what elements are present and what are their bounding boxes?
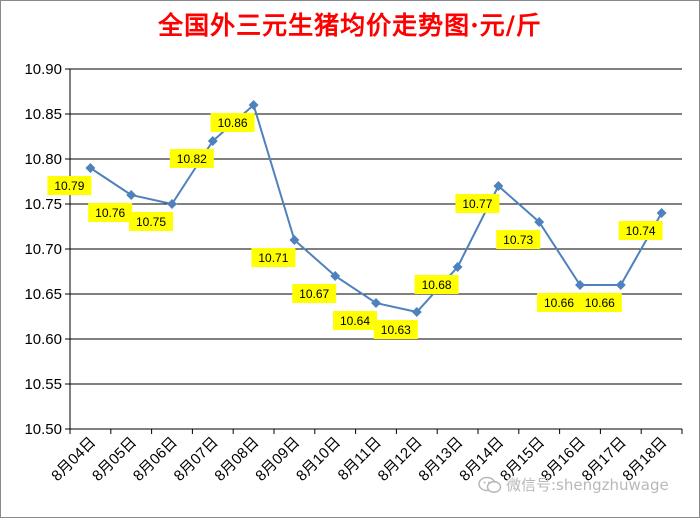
- data-point: [656, 208, 667, 218]
- data-label-text: 10.76: [95, 206, 125, 220]
- data-label-text: 10.79: [54, 179, 84, 193]
- grid-lines: [70, 68, 682, 430]
- data-label-bg: [577, 293, 622, 312]
- data-point: [167, 199, 177, 209]
- data-label: 10.74: [618, 221, 663, 240]
- x-tick-label: 8月10日: [293, 434, 344, 485]
- y-tick-label: 10.75: [24, 196, 62, 213]
- data-label-text: 10.82: [177, 152, 207, 166]
- x-tick-label: 8月13日: [415, 434, 466, 485]
- data-label-bg: [251, 248, 296, 267]
- x-tick-label: 8月09日: [252, 434, 303, 485]
- data-label-bg: [455, 194, 500, 213]
- data-label-bg: [618, 221, 663, 240]
- data-label-bg: [292, 284, 337, 303]
- y-tick-label: 10.60: [24, 331, 62, 348]
- data-label-text: 10.68: [422, 278, 452, 292]
- data-point: [452, 262, 463, 272]
- data-label-text: 10.63: [381, 323, 411, 337]
- data-label: 10.79: [47, 176, 92, 195]
- data-point: [207, 136, 218, 146]
- data-label: 10.66: [577, 293, 622, 312]
- data-point: [371, 298, 381, 308]
- data-label: 10.68: [414, 275, 459, 294]
- data-label-bg: [414, 275, 459, 294]
- x-tick-label: 8月05日: [89, 434, 140, 485]
- data-label-bg: [129, 212, 173, 231]
- x-tick-label: 8月12日: [375, 434, 426, 485]
- data-label-text: 10.86: [218, 116, 248, 130]
- data-labels: 10.79 10.76 10.75 10.82 10.86 10.71 10.67 10.64…: [47, 113, 663, 339]
- data-label-text: 10.75: [136, 215, 166, 229]
- data-label-text: 10.74: [626, 224, 656, 238]
- data-point: [493, 181, 504, 191]
- data-label-bg: [496, 230, 541, 249]
- data-label: 10.66: [537, 293, 581, 312]
- data-label: 10.67: [292, 284, 337, 303]
- data-label-text: 10.64: [340, 314, 370, 328]
- data-point: [330, 271, 341, 281]
- y-tick-label: 10.85: [24, 106, 62, 123]
- data-label: 10.64: [333, 311, 377, 330]
- data-label: 10.76: [88, 203, 133, 222]
- data-point: [615, 280, 626, 290]
- x-tick-label: 8月06日: [130, 434, 181, 485]
- data-label: 10.63: [373, 320, 418, 339]
- y-tick-label: 10.55: [24, 376, 62, 393]
- y-tick-label: 10.90: [24, 61, 62, 78]
- data-point: [126, 190, 137, 200]
- data-label-text: 10.66: [585, 296, 615, 310]
- chart-title: 全国外三元生猪均价走势图·元/斤: [158, 11, 542, 40]
- data-label: 10.73: [496, 230, 541, 249]
- data-label-bg: [210, 113, 255, 132]
- data-point: [85, 163, 96, 173]
- data-point: [289, 235, 300, 245]
- data-label-bg: [373, 320, 418, 339]
- data-label: 10.71: [251, 248, 296, 267]
- watermark: 微信号:shengzhuwage: [478, 474, 669, 495]
- series-line: [85, 100, 667, 317]
- data-point: [534, 217, 545, 227]
- data-label-bg: [88, 203, 133, 222]
- data-label-bg: [47, 176, 92, 195]
- y-tick-label: 10.65: [24, 286, 62, 303]
- x-tick-label: 8月04日: [48, 434, 99, 485]
- wechat-icon: [478, 476, 502, 493]
- series-line: [89, 103, 663, 314]
- data-label-text: 10.67: [299, 287, 329, 301]
- data-label-bg: [169, 149, 214, 168]
- data-label-text: 10.73: [503, 233, 533, 247]
- data-point: [575, 280, 585, 290]
- data-label-bg: [537, 293, 581, 312]
- data-label: 10.77: [455, 194, 500, 213]
- x-tick-label: 8月08日: [211, 434, 262, 485]
- data-label: 10.86: [210, 113, 255, 132]
- watermark-text: 微信号:shengzhuwage: [506, 476, 669, 494]
- data-label-text: 10.77: [462, 197, 492, 211]
- y-tick-labels: 10.50 10.55 10.60 10.65 10.70 10.75 10.80 10.85…: [24, 61, 62, 438]
- data-label: 10.75: [129, 212, 173, 231]
- data-label-text: 10.66: [544, 296, 574, 310]
- axes: [65, 68, 683, 434]
- data-label-bg: [333, 311, 377, 330]
- data-point: [411, 307, 422, 317]
- x-tick-label: 8月07日: [171, 434, 222, 485]
- data-label-text: 10.71: [258, 251, 288, 265]
- y-tick-label: 10.80: [24, 151, 62, 168]
- y-tick-label: 10.50: [24, 421, 62, 438]
- data-label: 10.82: [169, 149, 214, 168]
- y-tick-label: 10.70: [24, 241, 62, 258]
